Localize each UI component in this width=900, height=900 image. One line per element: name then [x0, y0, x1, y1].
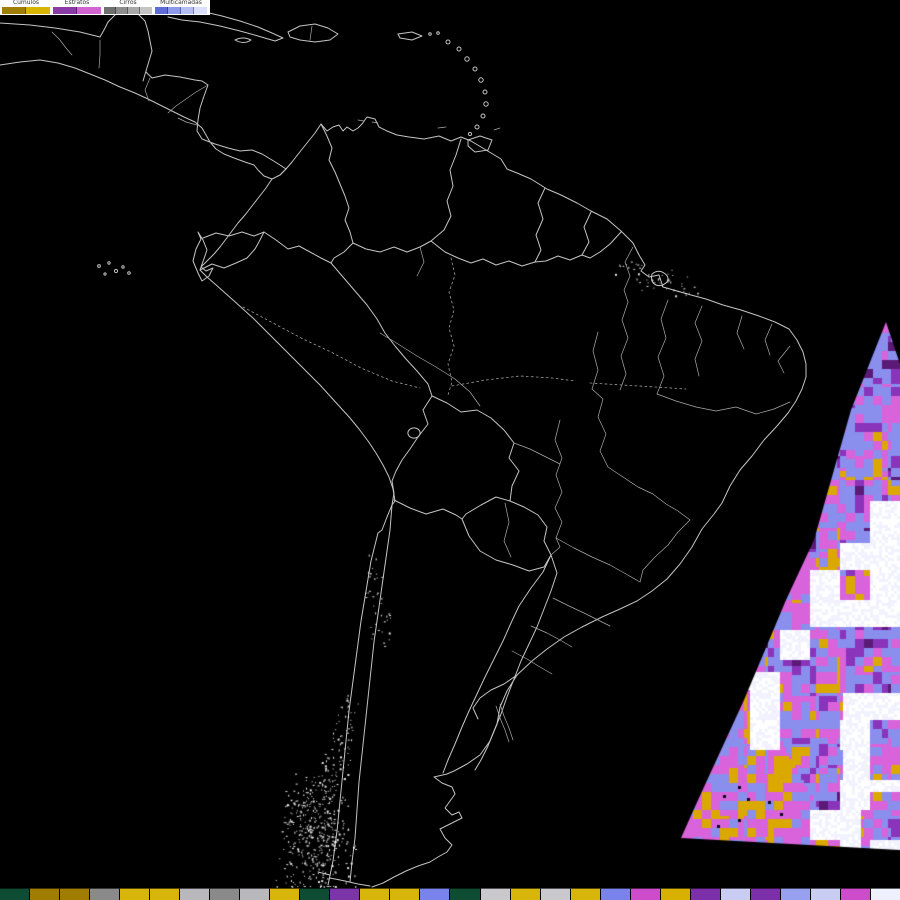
legend-swatch: [53, 7, 77, 14]
colorbar-block: [630, 888, 661, 900]
legend-group-estratos: Estratos: [53, 0, 101, 14]
colorbar-block: [210, 888, 241, 900]
legend-group-multicamadas: Multicamadas: [155, 0, 207, 14]
cloud-type-legend: Cúmulos Estratos Cirros Multicamadas: [0, 0, 210, 15]
legend-swatch: [2, 7, 26, 14]
legend-label-multicamadas: Multicamadas: [160, 0, 202, 6]
legend-label-cirros: Cirros: [119, 0, 137, 6]
colorbar-block: [330, 888, 361, 900]
colorbar-block: [840, 888, 871, 900]
colorbar-block: [150, 888, 181, 900]
legend-label-estratos: Estratos: [64, 0, 90, 6]
colorbar-block: [540, 888, 571, 900]
colorbar-block: [870, 888, 900, 900]
colorbar-block: [450, 888, 481, 900]
colorbar-block: [600, 888, 631, 900]
colorbar-block: [180, 888, 211, 900]
legend-swatches-estratos: [53, 7, 101, 14]
legend-swatch: [194, 7, 207, 14]
legend-swatch: [116, 7, 128, 14]
legend-swatch: [155, 7, 168, 14]
legend-swatches-cirros: [104, 7, 152, 14]
colorbar-block: [570, 888, 601, 900]
legend-swatch: [104, 7, 116, 14]
legend-swatches-multicamadas: [155, 7, 207, 14]
colorbar-block: [270, 888, 301, 900]
colorbar-block: [30, 888, 61, 900]
colorbar-block: [690, 888, 721, 900]
legend-label-cumulos: Cúmulos: [12, 0, 40, 6]
colorbar-block: [0, 888, 31, 900]
colorbar-block: [90, 888, 121, 900]
legend-swatch: [128, 7, 140, 14]
colorbar-block: [240, 888, 271, 900]
legend-group-cumulos: Cúmulos: [2, 0, 50, 14]
legend-swatch: [181, 7, 194, 14]
legend-swatch: [77, 7, 101, 14]
colorbar-block: [660, 888, 691, 900]
colorbar-block: [810, 888, 841, 900]
colorbar-block: [510, 888, 541, 900]
colorbar-block: [420, 888, 451, 900]
colorbar-block: [780, 888, 811, 900]
legend-swatch: [26, 7, 50, 14]
classification-colorbar: [0, 888, 900, 900]
colorbar-block: [720, 888, 751, 900]
colorbar-block: [120, 888, 151, 900]
legend-group-cirros: Cirros: [104, 0, 152, 14]
colorbar-block: [480, 888, 511, 900]
colorbar-block: [300, 888, 331, 900]
colorbar-block: [360, 888, 391, 900]
colorbar-block: [390, 888, 421, 900]
legend-swatches-cumulos: [2, 7, 50, 14]
colorbar-block: [750, 888, 781, 900]
colorbar-block: [60, 888, 91, 900]
legend-swatch: [168, 7, 181, 14]
legend-swatch: [140, 7, 152, 14]
